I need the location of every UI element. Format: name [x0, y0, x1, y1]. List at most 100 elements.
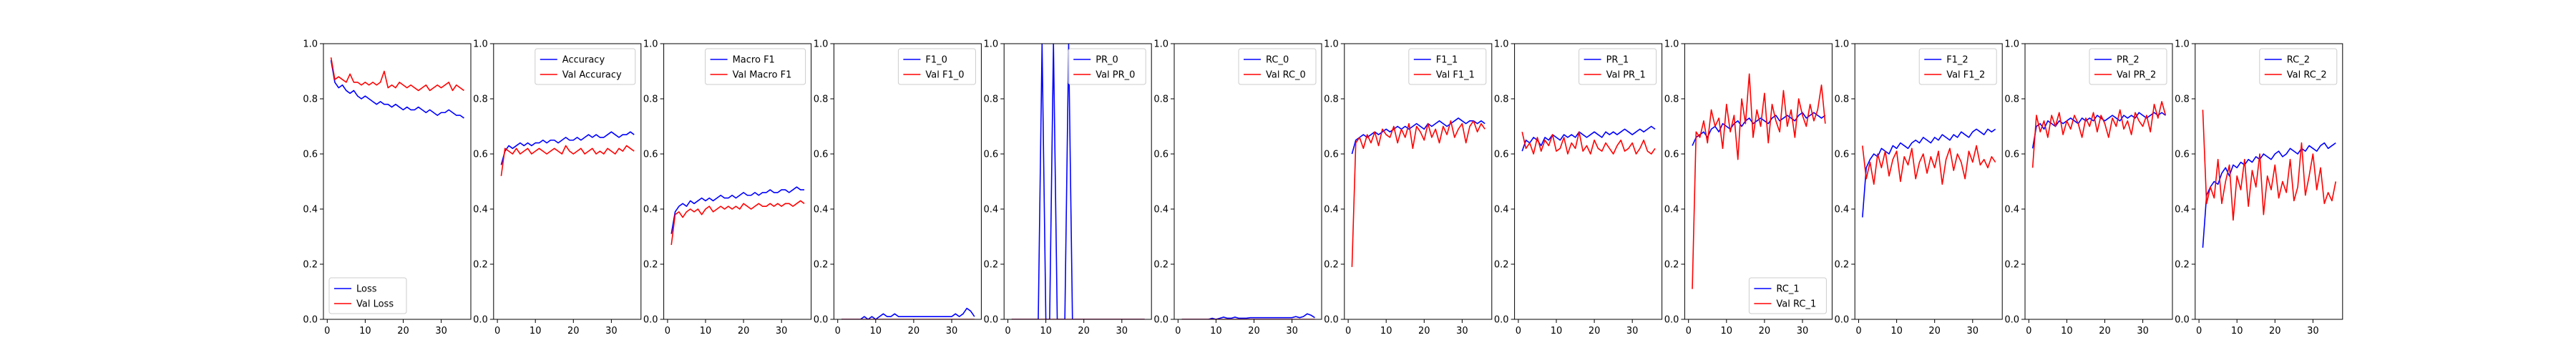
- y-tick-label: 1.0: [814, 39, 829, 50]
- y-tick-label: 0.2: [2004, 260, 2019, 271]
- plot-frame: [1684, 43, 1833, 320]
- y-tick-label: 0.0: [473, 315, 488, 326]
- y-tick-label: 0.2: [473, 260, 488, 271]
- y-tick-label: 0.0: [814, 315, 829, 326]
- plot-frame: [833, 43, 982, 320]
- chart-panel-3: 0.0 0.2 0.4 0.6 0.8 1.0 0 10 20 30 Macro F1 Val Mac…: [643, 39, 812, 337]
- y-tick-label: 0.8: [1494, 95, 1509, 105]
- legend: F1_1 Val F1_1: [1408, 48, 1487, 85]
- y-tick-label: 0.2: [1664, 260, 1679, 271]
- y-tick-label: 0.4: [643, 205, 658, 216]
- legend-label: Val PR_1: [1606, 70, 1646, 81]
- series-line-val-rc-1: [1692, 73, 1826, 289]
- series-line-f1-2: [1862, 128, 1996, 218]
- x-tick-label: 0: [1175, 326, 1181, 337]
- legend-label: Val RC_2: [2287, 70, 2327, 81]
- y-tick-label: 0.6: [1324, 150, 1339, 160]
- y-tick-label: 0.2: [2175, 260, 2190, 271]
- series-line-accuracy: [500, 131, 635, 165]
- x-tick-label: 0: [1686, 326, 1692, 337]
- y-tick-label: 0.8: [814, 95, 829, 105]
- y-tick-label: 0.4: [1324, 205, 1339, 216]
- y-tick-label: 0.2: [1153, 260, 1169, 271]
- y-tick-label: 1.0: [473, 39, 488, 50]
- legend-label: F1_0: [925, 55, 947, 66]
- y-tick-label: 0.8: [303, 95, 318, 105]
- y-tick-label: 0.6: [643, 150, 658, 160]
- y-tick-label: 0.0: [2004, 315, 2019, 326]
- legend-label: Loss: [356, 284, 377, 295]
- y-tick-label: 0.8: [1835, 95, 1850, 105]
- legend: F1_2 Val F1_2: [1918, 48, 1997, 85]
- series-line-val-f1-1: [1351, 120, 1485, 267]
- y-tick-label: 0.4: [1494, 205, 1509, 216]
- plot-frame: [1514, 43, 1663, 320]
- y-tick-label: 0.4: [814, 205, 829, 216]
- chart-panel-8: 0.0 0.2 0.4 0.6 0.8 1.0 0 10 20 30 PR_1 Val PR_1: [1494, 39, 1663, 337]
- legend-label: Val Accuracy: [562, 70, 622, 81]
- y-tick-label: 0.6: [1835, 150, 1850, 160]
- legend-box: [1918, 48, 1997, 85]
- y-tick-label: 0.4: [303, 205, 318, 216]
- chart-panel-11: 0.0 0.2 0.4 0.6 0.8 1.0 0 10 20 30 PR_2 Val PR_2: [2004, 39, 2173, 337]
- x-tick-label: 10: [700, 326, 712, 337]
- y-tick-label: 0.4: [2175, 205, 2190, 216]
- y-tick-label: 0.8: [2004, 95, 2019, 105]
- y-tick-label: 1.0: [1835, 39, 1850, 50]
- series-line-macro-f1: [670, 186, 805, 234]
- chart-panel-9: 0.0 0.2 0.4 0.6 0.8 1.0 0 10 20 30 RC_1 Val RC_1: [1664, 39, 1833, 337]
- x-tick-label: 10: [1721, 326, 1733, 337]
- x-tick-label: 20: [738, 326, 750, 337]
- y-tick-label: 0.4: [1835, 205, 1850, 216]
- x-tick-label: 10: [1380, 326, 1392, 337]
- series-line-val-loss: [330, 57, 464, 92]
- x-tick-label: 30: [1626, 326, 1639, 337]
- y-tick-label: 0.6: [1494, 150, 1509, 160]
- x-tick-label: 0: [1005, 326, 1010, 337]
- legend-label: RC_1: [1776, 284, 1799, 295]
- chart-panel-5: 0.0 0.2 0.4 0.6 0.8 1.0 0 10 20 30 PR_0 Val PR_0: [984, 39, 1152, 337]
- y-tick-label: 0.0: [1153, 315, 1169, 326]
- legend-box: [1408, 48, 1487, 85]
- y-tick-label: 0.6: [1664, 150, 1679, 160]
- legend-box: [705, 48, 806, 85]
- legend-label: RC_2: [2287, 55, 2310, 66]
- legend-label: Val F1_1: [1436, 70, 1475, 81]
- legend-label: F1_1: [1436, 55, 1458, 66]
- x-tick-label: 20: [2099, 326, 2111, 337]
- legend: Accuracy Val Accuracy: [535, 48, 636, 85]
- y-tick-label: 0.2: [984, 260, 999, 271]
- legend-label: Val F1_2: [1946, 70, 1985, 81]
- y-tick-label: 0.2: [643, 260, 658, 271]
- legend: PR_2 Val PR_2: [2089, 48, 2167, 85]
- y-tick-label: 0.4: [1664, 205, 1679, 216]
- y-tick-label: 0.4: [2004, 205, 2019, 216]
- y-tick-label: 0.2: [1835, 260, 1850, 271]
- series-line-pr-0: [1011, 44, 1145, 319]
- y-tick-label: 0.6: [984, 150, 999, 160]
- legend-label: Macro F1: [733, 55, 775, 66]
- y-tick-label: 1.0: [643, 39, 658, 50]
- series-line-rc-0: [1181, 313, 1315, 319]
- x-tick-label: 0: [2026, 326, 2031, 337]
- x-tick-label: 20: [397, 326, 409, 337]
- plot-frame: [2195, 43, 2343, 320]
- legend-label: Val Macro F1: [733, 70, 792, 81]
- x-tick-label: 20: [2269, 326, 2281, 337]
- x-tick-label: 0: [665, 326, 670, 337]
- x-tick-label: 0: [324, 326, 330, 337]
- y-tick-label: 0.2: [1494, 260, 1509, 271]
- x-tick-label: 30: [2307, 326, 2319, 337]
- x-tick-label: 20: [1759, 326, 1771, 337]
- series-line-val-pr-1: [1521, 131, 1656, 155]
- y-tick-label: 0.8: [1153, 95, 1169, 105]
- legend-label: PR_2: [2117, 55, 2140, 66]
- y-tick-label: 0.8: [643, 95, 658, 105]
- series-line-val-pr-2: [2031, 101, 2167, 168]
- y-tick-label: 0.8: [1664, 95, 1679, 105]
- plot-frame: [323, 43, 472, 320]
- legend-label: PR_0: [1096, 55, 1118, 66]
- legend-label: F1_2: [1946, 55, 1968, 66]
- x-tick-label: 20: [1418, 326, 1430, 337]
- legend-box: [328, 277, 407, 314]
